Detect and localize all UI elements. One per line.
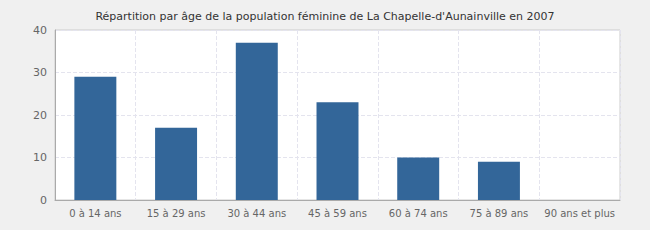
svg-text:75 à 89 ans: 75 à 89 ans xyxy=(470,208,529,219)
svg-text:40: 40 xyxy=(33,24,47,37)
svg-text:0: 0 xyxy=(40,194,47,207)
svg-text:10: 10 xyxy=(33,151,47,164)
svg-text:Répartition par âge de la popu: Répartition par âge de la population fém… xyxy=(95,10,554,23)
svg-text:20: 20 xyxy=(33,109,47,122)
svg-text:45 à 59 ans: 45 à 59 ans xyxy=(308,208,367,219)
svg-text:30: 30 xyxy=(33,66,47,79)
svg-text:30 à 44 ans: 30 à 44 ans xyxy=(227,208,286,219)
svg-text:60 à 74 ans: 60 à 74 ans xyxy=(389,208,448,219)
svg-text:15 à 29 ans: 15 à 29 ans xyxy=(147,208,206,219)
svg-text:90 ans et plus: 90 ans et plus xyxy=(544,208,615,219)
svg-text:0 à 14 ans: 0 à 14 ans xyxy=(69,208,121,219)
